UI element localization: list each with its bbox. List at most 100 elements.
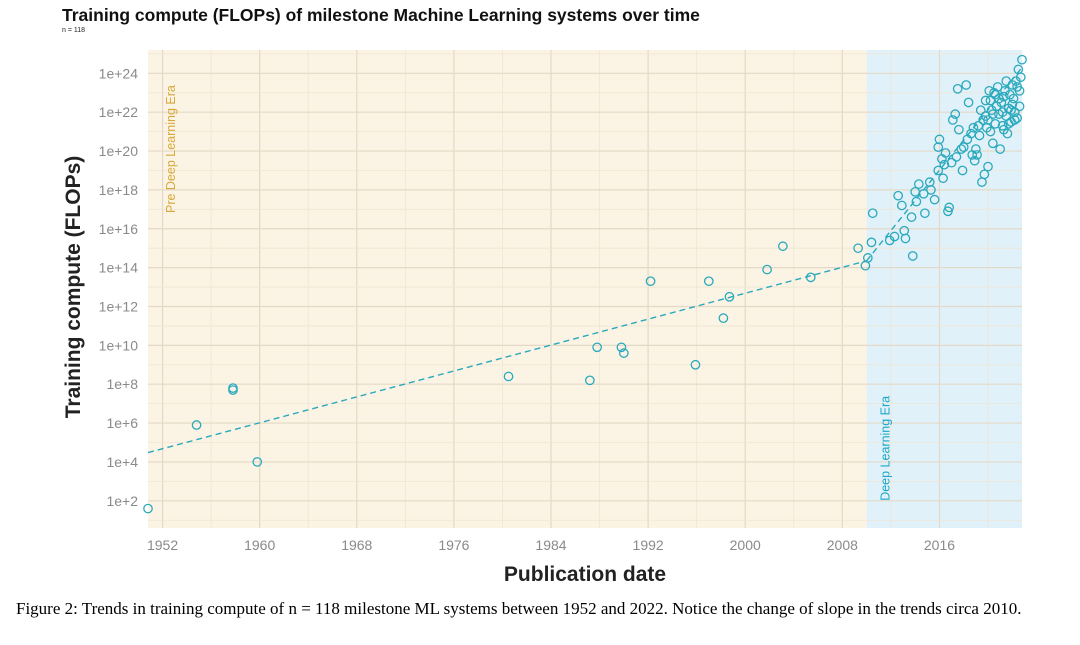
data-point [1003, 118, 1014, 129]
data-point [228, 383, 238, 393]
data-point [1015, 72, 1026, 83]
data-point [778, 241, 788, 252]
grid-lines [148, 50, 1022, 528]
era-background-deep-learning [866, 50, 1022, 528]
x-tick-label: 1992 [633, 537, 664, 553]
x-tick-label: 2000 [730, 537, 761, 553]
y-tick-label: 1e+16 [99, 221, 139, 237]
data-point [978, 115, 989, 125]
x-tick-label: 2008 [827, 537, 858, 553]
data-point [889, 231, 900, 242]
data-point [703, 276, 714, 287]
data-point [899, 225, 910, 236]
y-tick-label: 1e+10 [99, 337, 139, 353]
chart-subtitle: n = 118 [62, 27, 86, 34]
data-point [956, 144, 967, 154]
data-point [988, 109, 998, 119]
data-point [896, 200, 907, 211]
data-points [143, 54, 1027, 514]
data-point [985, 126, 996, 137]
pre-deep-learning-trend-line [147, 260, 867, 454]
era-backgrounds [148, 50, 1022, 528]
data-point [963, 97, 974, 108]
data-point [724, 291, 735, 302]
data-point [503, 371, 514, 382]
y-tick-label: 1e+20 [99, 143, 139, 159]
data-point [690, 359, 701, 370]
data-point [1006, 105, 1016, 116]
data-point [933, 165, 944, 176]
y-tick-label: 1e+22 [99, 104, 139, 120]
data-point [718, 313, 729, 323]
x-axis-label: Publication date [504, 563, 666, 586]
data-point [1008, 93, 1019, 104]
data-point [867, 208, 878, 219]
data-point [990, 89, 1001, 100]
data-point [966, 128, 976, 139]
data-point [989, 87, 999, 98]
data-point [951, 152, 962, 162]
data-point [1014, 85, 1025, 96]
era-labels: Pre Deep Learning Era Deep Learning Era [164, 85, 893, 501]
x-tick-label: 1976 [438, 537, 469, 553]
x-tick-label: 2016 [924, 537, 955, 553]
deep-learning-era-label: Deep Learning Era [879, 396, 893, 501]
data-point [592, 342, 602, 353]
y-tick-label: 1e+8 [106, 376, 138, 392]
data-point [1012, 113, 1022, 123]
data-point [913, 179, 924, 189]
data-point [990, 118, 1001, 129]
y-tick-label: 1e+24 [99, 65, 139, 81]
chart-title: Training compute (FLOPs) of milestone Ma… [62, 5, 700, 25]
x-tick-label: 1952 [147, 537, 178, 553]
data-point [998, 124, 1009, 135]
data-point [1014, 101, 1025, 112]
data-point [995, 144, 1006, 154]
data-point [762, 264, 772, 275]
y-tick-label: 1e+4 [106, 454, 138, 470]
axis-tick-labels: 1e+2 1e+4 1e+6 1e+8 1e+10 1e+12 1e+14 1e+16 1e+1… [99, 65, 956, 553]
data-point [983, 115, 993, 125]
data-point [1007, 99, 1018, 110]
data-point [997, 120, 1008, 131]
scatter-chart: Pre Deep Learning Era Deep Learning Era 1… [62, 50, 1027, 586]
data-point [929, 194, 940, 205]
data-point [952, 84, 963, 94]
data-point [616, 342, 627, 353]
y-tick-label: 1e+6 [106, 415, 138, 431]
data-point [1017, 54, 1027, 65]
x-tick-label: 1960 [244, 537, 275, 553]
data-point [944, 202, 955, 213]
data-point [954, 124, 964, 135]
x-tick-label: 1968 [341, 537, 372, 553]
data-point [907, 251, 918, 261]
data-point [618, 348, 629, 358]
y-axis-label: Training compute (FLOPs) [62, 156, 85, 419]
pre-deep-learning-era-label: Pre Deep Learning Era [164, 85, 178, 213]
data-point [950, 109, 961, 119]
data-point [191, 420, 202, 430]
data-point [933, 142, 944, 153]
data-point [940, 148, 951, 158]
data-point [926, 185, 936, 195]
data-point [143, 503, 153, 514]
data-point [805, 272, 816, 283]
figure-caption: Figure 2: Trends in training compute of … [16, 599, 1022, 618]
data-point [920, 208, 930, 219]
data-point [980, 95, 991, 106]
data-point [906, 212, 917, 222]
data-point [947, 115, 958, 125]
data-point [918, 188, 929, 199]
data-point [979, 169, 990, 180]
data-point [893, 190, 904, 201]
data-point [988, 138, 998, 149]
data-point [943, 206, 953, 217]
data-point [911, 196, 922, 207]
data-point [252, 457, 263, 467]
data-point [983, 161, 993, 172]
data-point [958, 142, 969, 153]
data-point [969, 155, 980, 166]
data-point [939, 159, 950, 170]
y-tick-label: 1e+2 [106, 493, 138, 509]
data-point [1001, 76, 1012, 86]
